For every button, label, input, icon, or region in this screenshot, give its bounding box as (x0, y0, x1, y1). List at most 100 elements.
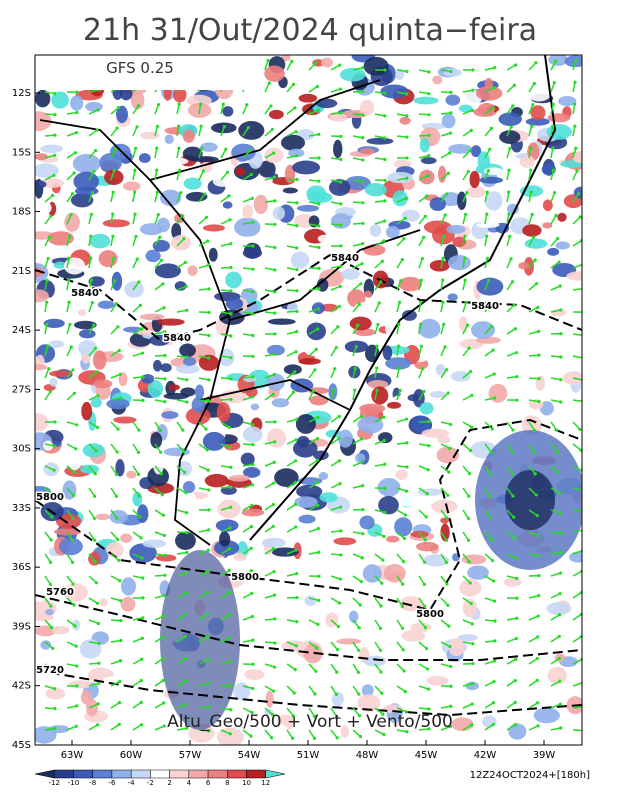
wind-arrow-head (317, 156, 321, 160)
wind-arrow (264, 311, 276, 314)
wind-arrow-head (207, 508, 211, 512)
wind-arrow (396, 509, 407, 516)
wind-arrow-head (338, 63, 342, 67)
wind-arrow (308, 223, 319, 227)
wind-arrow (286, 439, 297, 445)
vorticity-patch (280, 134, 306, 151)
vorticity-patch (431, 499, 458, 514)
wind-arrow-head (113, 279, 117, 283)
wind-arrow-head (273, 352, 277, 356)
wind-arrow (176, 238, 185, 247)
wind-arrow (484, 127, 492, 137)
wind-arrow (440, 531, 448, 541)
wind-arrow (396, 302, 401, 313)
wind-arrow-head (339, 157, 343, 162)
wind-arrow (176, 680, 187, 687)
wind-arrow (308, 390, 314, 401)
wind-arrow-head (89, 256, 93, 260)
wind-arrow (440, 69, 452, 73)
wind-arrow (528, 509, 538, 517)
vorticity-patch (307, 672, 325, 687)
wind-arrow-head (361, 242, 365, 246)
wind-arrow-head (379, 670, 383, 674)
colorbar-label: 2 (167, 779, 171, 787)
wind-arrow-head (536, 305, 540, 309)
wind-arrow (506, 509, 515, 518)
wind-arrow-head (317, 132, 321, 136)
contour-label: 5840 (163, 333, 191, 344)
wind-arrow (506, 192, 510, 203)
wind-arrow (506, 658, 517, 665)
wind-arrow (418, 465, 429, 471)
colorbar-label: -2 (147, 779, 154, 787)
wind-arrow-head (134, 234, 138, 239)
wind-arrow-head (551, 146, 555, 150)
wind-arrow-head (52, 173, 56, 177)
vorticity-patch (82, 443, 105, 458)
wind-arrow-head (294, 644, 298, 648)
wind-arrow (220, 660, 231, 665)
lat-tick-label: 24S (12, 325, 31, 336)
wind-arrow (550, 727, 561, 731)
wind-arrow (330, 597, 341, 604)
wind-arrow (286, 685, 295, 694)
vorticity-patch (179, 343, 196, 358)
wind-arrow (462, 258, 466, 269)
wind-arrow (198, 549, 209, 555)
wind-arrow-head (463, 256, 467, 260)
wind-arrow-head (486, 168, 490, 173)
wind-arrow (88, 553, 96, 563)
colorbar-label: -8 (89, 779, 96, 787)
vorticity-patch (542, 222, 553, 229)
vorticity-patch (60, 308, 74, 319)
wind-arrow-head (206, 468, 210, 472)
wind-arrow-head (162, 306, 166, 310)
vorticity-patch (116, 105, 128, 124)
wind-arrow (572, 443, 582, 451)
wind-arrow (572, 287, 582, 291)
wind-arrow (506, 236, 511, 247)
wind-arrow-head (359, 282, 363, 286)
wind-arrow-head (445, 516, 449, 520)
wind-arrow (440, 553, 448, 563)
wind-arrow-head (397, 300, 402, 304)
wind-arrow-head (427, 92, 431, 96)
wind-arrow (66, 509, 74, 519)
wind-arrow-head (493, 639, 497, 643)
wind-arrow-head (294, 130, 298, 134)
lon-tick-label: 48W (356, 750, 379, 761)
vorticity-patch (93, 379, 113, 389)
wind-arrow-head (339, 529, 343, 533)
wind-arrow (220, 527, 231, 533)
vorticity-patch (336, 638, 362, 645)
vorticity-patch (183, 356, 196, 366)
wind-arrow (154, 148, 158, 159)
vorticity-patch (130, 91, 145, 110)
wind-arrow-head (184, 591, 188, 596)
wind-arrow (44, 154, 55, 159)
wind-arrow-head (463, 278, 467, 282)
wind-arrow-head (293, 106, 297, 110)
wind-arrow-head (206, 239, 210, 243)
vorticity-patch (386, 535, 400, 543)
wind-arrow-head (162, 724, 166, 728)
vorticity-patch (533, 707, 560, 724)
wind-arrow (286, 107, 296, 115)
vorticity-patch (49, 370, 73, 377)
wind-arrow (88, 575, 97, 584)
wind-arrow (506, 64, 517, 71)
wind-arrow-head (356, 323, 360, 327)
wind-arrow (286, 131, 297, 137)
wind-arrow-head (315, 84, 319, 89)
wind-arrow (396, 663, 405, 672)
wind-arrow-head (537, 329, 541, 333)
colorbar-label: -10 (68, 779, 79, 787)
vorticity-patch (216, 402, 231, 422)
wind-arrow (396, 113, 407, 117)
wind-arrow-head (509, 125, 513, 129)
wind-arrow (396, 553, 405, 563)
vorticity-patch (386, 171, 414, 184)
wind-arrow (132, 465, 140, 475)
wind-arrow (264, 482, 275, 489)
